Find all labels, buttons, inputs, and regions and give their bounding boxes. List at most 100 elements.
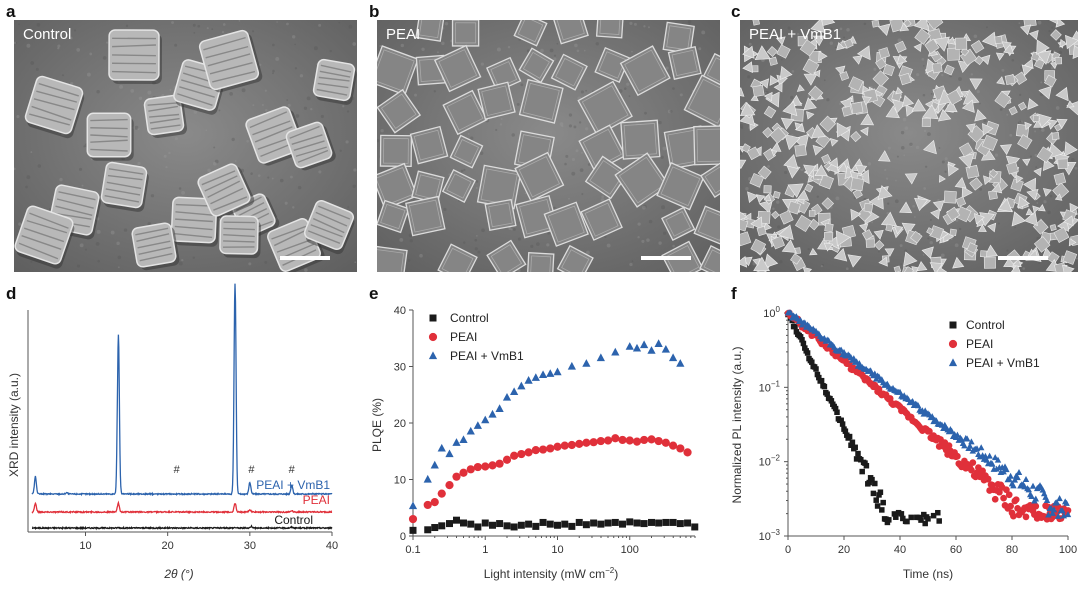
- sem-crystal: [1066, 100, 1078, 116]
- sem-grain: [1055, 106, 1060, 110]
- sem-label-control: Control: [23, 26, 72, 43]
- sem-grain: [633, 22, 637, 26]
- data-point: [408, 501, 418, 510]
- crystal-triangle: [813, 69, 821, 78]
- crystal-face: [377, 248, 405, 272]
- crystal-square: [1046, 251, 1060, 265]
- sem-grain: [585, 89, 588, 92]
- crystal-striation: [181, 79, 217, 91]
- crystal-square: [1053, 226, 1070, 243]
- data-point: [877, 489, 884, 495]
- sem-crystal: [893, 265, 902, 272]
- data-point: [618, 435, 627, 445]
- sem-grain: [658, 120, 662, 125]
- crystal-triangle: [859, 223, 869, 233]
- sem-crystal: [1051, 132, 1060, 140]
- crystal-triangle: [984, 244, 998, 257]
- sem-grain: [1019, 119, 1022, 122]
- legend-label: Control: [966, 318, 1005, 332]
- crystal-striation: [58, 191, 96, 201]
- data-point: [676, 444, 685, 453]
- crystal-striation: [56, 198, 94, 209]
- crystal-striation: [318, 205, 351, 220]
- axis-ticks: 0 10 20 30 40 0.1 1 10 100: [394, 305, 696, 556]
- crystal-body: [667, 45, 702, 80]
- tick-label: 30: [394, 362, 406, 374]
- data-point: [531, 373, 540, 381]
- crystal-striation: [223, 227, 255, 231]
- sem-crystal: [1059, 38, 1068, 48]
- sem-crystal: [818, 174, 835, 190]
- sem-grain: [441, 41, 445, 46]
- crystal-striation: [148, 105, 179, 112]
- crystal-triangle: [1033, 167, 1042, 177]
- data-point: [662, 518, 670, 526]
- sem-crystal: [740, 101, 756, 117]
- crystal-face: [547, 205, 585, 243]
- crystal-face: [581, 85, 629, 132]
- crystal-triangle: [1062, 264, 1075, 272]
- sem-crystal: [1025, 208, 1034, 216]
- sem-crystal: [1004, 74, 1016, 85]
- panel-letter-f: f: [731, 284, 737, 303]
- sem-crystal: [903, 266, 915, 272]
- crystal-triangle: [899, 201, 913, 214]
- sem-grain: [834, 46, 837, 49]
- sem-crystal: [1033, 167, 1042, 177]
- crystal-triangle: [856, 45, 871, 61]
- sem-grain: [174, 137, 178, 141]
- data-point: [481, 519, 489, 527]
- sem-grain: [264, 108, 268, 112]
- sem-crystal: [850, 208, 862, 221]
- crystal-square: [1052, 182, 1070, 200]
- crystal-face: [530, 255, 552, 272]
- data-point: [668, 353, 678, 362]
- crystal-triangle: [850, 208, 862, 221]
- sem-grain: [929, 218, 932, 221]
- data-point: [684, 519, 692, 527]
- sem-grain: [979, 102, 981, 105]
- crystal-triangle: [763, 91, 773, 102]
- crystal-triangle: [1024, 121, 1033, 131]
- data-point: [582, 359, 591, 367]
- crystal-triangle: [820, 20, 836, 27]
- crystal-body: [550, 53, 588, 91]
- sem-crystal: [937, 108, 952, 122]
- sem-grain: [212, 161, 217, 166]
- crystal-triangle: [787, 183, 804, 198]
- crystal-striation: [316, 88, 348, 96]
- sem-grain: [820, 264, 823, 268]
- crystal-triangle: [1037, 113, 1052, 129]
- sem-crystal: [836, 41, 845, 51]
- sem-crystal: [750, 93, 759, 102]
- sem-grain: [901, 146, 905, 150]
- sem-grain: [556, 42, 559, 45]
- scale-bar: [641, 256, 691, 260]
- sem-grain: [1074, 166, 1078, 170]
- data-point: [654, 339, 663, 347]
- crystal-triangle: [754, 45, 771, 60]
- data-point: [991, 454, 999, 461]
- crystal-body: [441, 168, 476, 204]
- sem-crystal: [219, 215, 261, 259]
- sem-grain: [258, 63, 262, 67]
- data-point: [567, 440, 576, 450]
- sem-grain: [272, 43, 275, 47]
- sem-grain: [667, 109, 672, 114]
- crystal-body: [556, 244, 594, 272]
- legend-label: PEAI: [450, 330, 477, 344]
- sem-grain: [604, 235, 607, 239]
- sem-grain: [910, 144, 913, 147]
- sem-grain: [553, 206, 556, 210]
- data-point: [839, 421, 846, 427]
- crystal-triangle: [765, 91, 780, 108]
- sem-crystal: [983, 175, 993, 185]
- sem-grain: [1071, 157, 1075, 162]
- sem-grain: [463, 168, 466, 171]
- sem-crystal: [818, 50, 828, 62]
- peak-marker: #: [248, 464, 255, 476]
- sem-grain: [1001, 68, 1005, 72]
- sem-crystal: [683, 74, 720, 129]
- sem-crystal: [1064, 34, 1078, 50]
- data-point: [994, 456, 1002, 463]
